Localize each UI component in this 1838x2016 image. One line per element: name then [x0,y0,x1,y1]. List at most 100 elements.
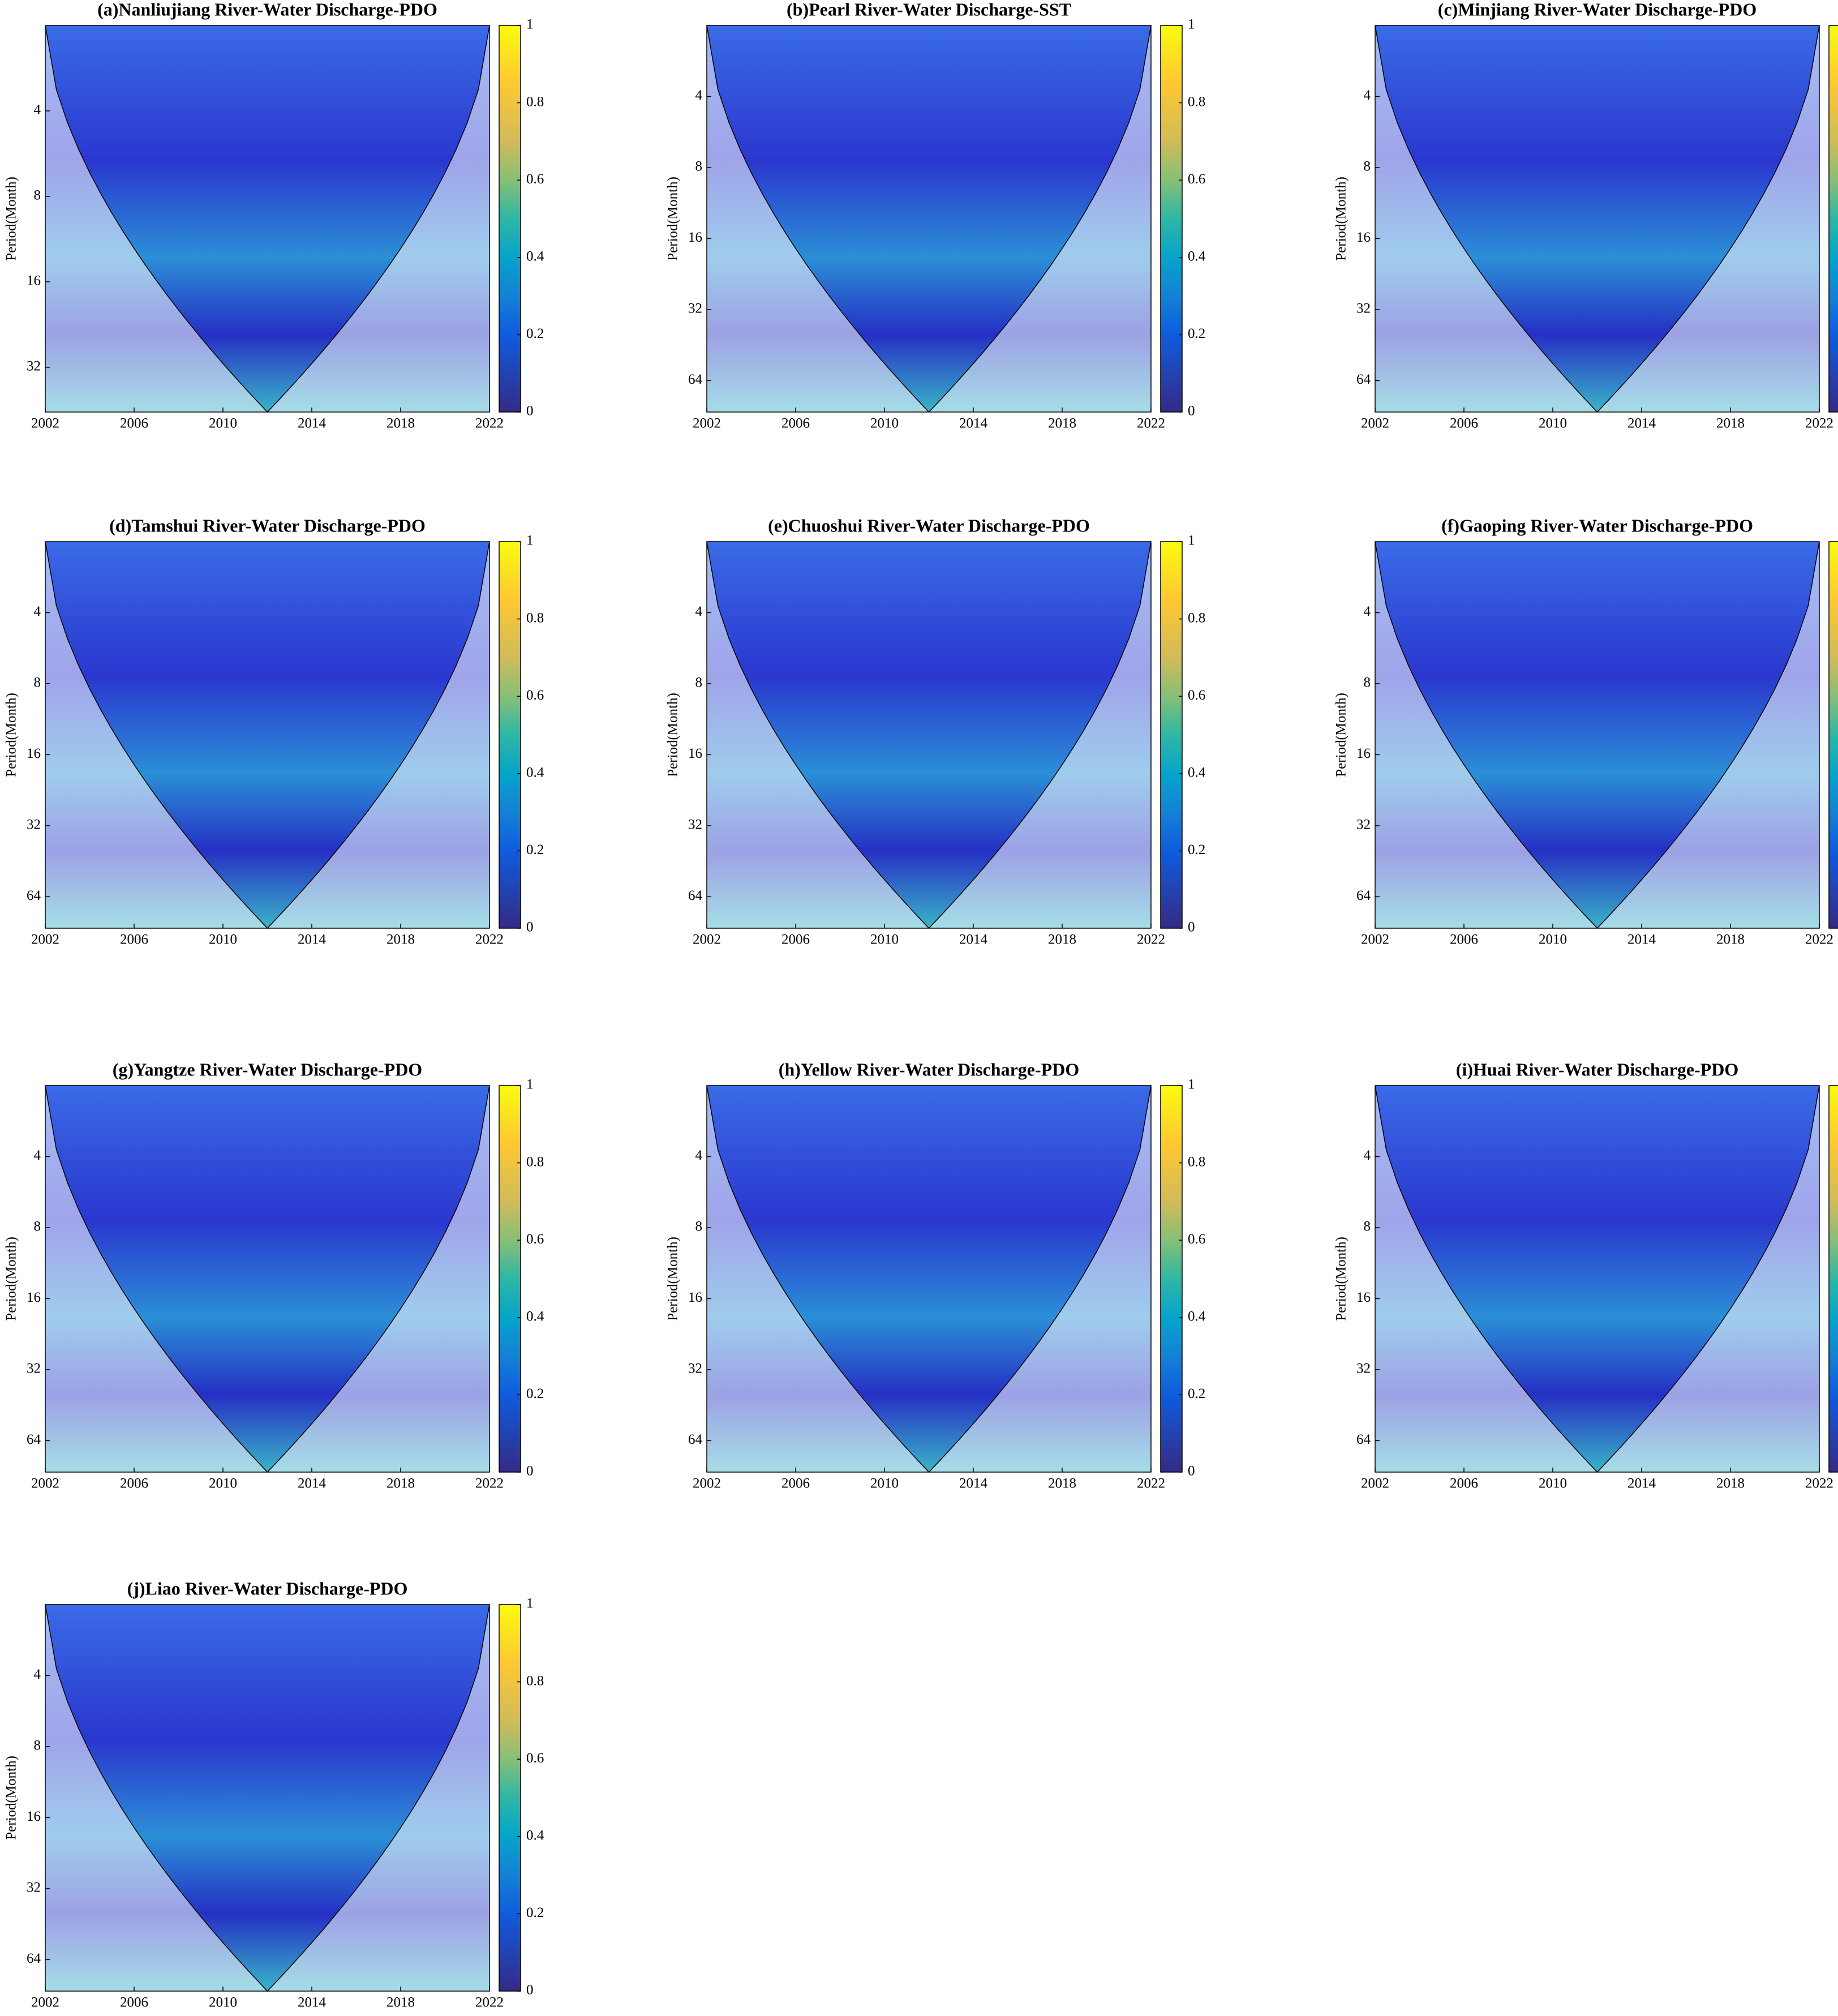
x-tick-label: 2010 [870,932,899,947]
x-tick-label: 2010 [1539,416,1567,431]
colorbar-tick-label: 0.6 [1188,688,1205,703]
y-axis-label: Period(Month) [665,177,681,261]
y-tick-label: 64 [1356,372,1371,387]
y-tick-label: 4 [1364,604,1371,619]
colorbar [1160,1085,1183,1473]
plot-frame [45,1604,490,1992]
cone-outside [707,542,1151,928]
x-tick-label: 2022 [475,1995,504,2010]
x-tick-label: 2018 [387,1995,415,2010]
panel: (c)Minjiang River-Water Discharge-PDO 200… [1334,0,1838,431]
x-tick-label: 2006 [1450,932,1478,947]
colorbar-tick-label: 0 [1188,1464,1195,1479]
colorbar-tick-label: 0.2 [526,1905,544,1920]
y-tick-label: 64 [688,888,703,903]
x-tick-label: 2018 [1048,1476,1076,1491]
colorbar-tick-label: 0.2 [1188,326,1205,341]
x-tick-label: 2018 [387,416,415,431]
x-tick-label: 2022 [475,1476,504,1491]
y-tick-label: 64 [1356,1432,1371,1447]
colorbar-tick-label: 0.4 [526,1309,544,1324]
x-tick-label: 2002 [31,932,59,947]
plot-frame [1375,1085,1820,1473]
plot-frame [706,1085,1152,1473]
colorbar-tick-label: 0.2 [1188,1386,1205,1401]
panel-title: (a)Nanliujiang River-Water Discharge-PDO [97,0,437,19]
x-tick-label: 2010 [209,1476,237,1491]
y-tick-label: 32 [27,817,41,833]
cone-outside [45,542,489,928]
cone-outside [1375,1086,1819,1472]
y-tick-label: 4 [34,604,41,619]
x-tick-label: 2006 [781,1476,810,1491]
panel: (e)Chuoshui River-Water Discharge-PDO 200… [665,515,1206,947]
plot-frame [706,25,1152,413]
colorbar-tick-label: 1 [526,1077,534,1092]
y-axis-label: Period(Month) [1334,693,1349,777]
y-tick-label: 8 [1364,1219,1371,1234]
y-tick-label: 8 [695,1219,703,1234]
x-tick-label: 2010 [209,1995,237,2010]
colorbar [1828,25,1838,413]
colorbar [499,541,521,929]
colorbar-tick-label: 0.8 [526,1154,544,1169]
x-tick-label: 2014 [298,932,327,947]
cone-outside [45,1086,489,1472]
y-tick-label: 64 [27,888,41,903]
y-tick-label: 32 [688,1361,702,1376]
colorbar-tick-label: 0 [526,404,534,419]
y-tick-label: 32 [27,1880,41,1895]
colorbar-tick-label: 1 [526,533,534,548]
x-tick-label: 2006 [120,416,148,431]
y-tick-label: 64 [688,1432,703,1447]
x-tick-label: 2022 [475,932,504,947]
y-axis-label: Period(Month) [665,693,681,777]
x-tick-label: 2014 [959,932,988,947]
y-tick-label: 64 [27,1951,41,1966]
y-tick-label: 64 [27,1432,41,1447]
y-tick-label: 64 [688,372,703,387]
colorbar [499,25,521,413]
x-tick-label: 2002 [31,416,59,431]
panel: (j)Liao River-Water Discharge-PDO 2002 200… [4,1578,544,2010]
y-tick-label: 8 [1364,159,1371,174]
colorbar-tick-label: 0.8 [526,610,544,625]
cone-outside [1375,542,1819,928]
x-tick-label: 2018 [1048,932,1076,947]
cone-outside [45,25,489,412]
panel-title: (g)Yangtze River-Water Discharge-PDO [113,1059,422,1079]
y-tick-label: 4 [34,1667,41,1682]
cone-outside [707,25,1151,412]
y-axis-label: Period(Month) [4,693,19,777]
panel: (i)Huai River-Water Discharge-PDO 2002 200… [1334,1059,1838,1491]
colorbar-tick-label: 0 [526,920,534,935]
panel: (g)Yangtze River-Water Discharge-PDO 2002… [4,1059,544,1491]
x-tick-label: 2006 [1450,416,1478,431]
x-tick-label: 2006 [120,1476,148,1491]
x-tick-label: 2010 [1539,932,1567,947]
colorbar-tick-label: 0.4 [526,765,544,780]
y-tick-label: 32 [1356,817,1371,833]
y-tick-label: 32 [27,1361,41,1376]
y-tick-label: 8 [695,675,703,690]
y-tick-label: 4 [695,1148,703,1163]
x-tick-label: 2002 [1361,416,1389,431]
y-tick-label: 8 [695,159,703,174]
x-tick-label: 2006 [1450,1476,1478,1491]
x-tick-label: 2010 [870,1476,899,1491]
y-tick-label: 4 [1364,88,1371,103]
y-tick-label: 16 [1356,230,1371,245]
y-tick-label: 16 [1356,746,1371,761]
y-tick-label: 32 [1356,301,1371,316]
x-tick-label: 2014 [1627,1476,1656,1491]
colorbar-tick-label: 0.8 [1188,94,1205,109]
y-tick-label: 8 [34,188,41,203]
x-tick-label: 2002 [1361,932,1389,947]
y-axis-label: Period(Month) [1334,1237,1349,1321]
colorbar-tick-label: 0.8 [526,94,544,109]
colorbar-tick-label: 0.6 [1188,1232,1205,1247]
panel-title: (c)Minjiang River-Water Discharge-PDO [1438,0,1757,19]
plot-frame [45,25,490,413]
plot-frame [706,541,1152,929]
